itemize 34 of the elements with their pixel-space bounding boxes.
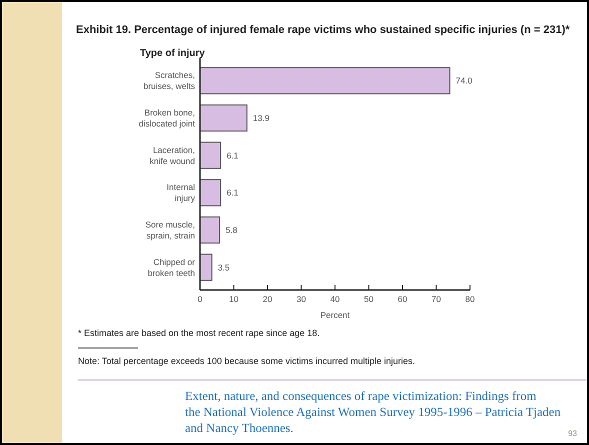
x-tick-label: 80 <box>465 294 475 304</box>
x-tick-label: 50 <box>364 294 374 304</box>
bar <box>200 254 212 281</box>
x-tick-label: 40 <box>330 294 340 304</box>
x-tick-label: 10 <box>229 294 239 304</box>
bar <box>200 104 248 132</box>
y-axis-title: Type of injury <box>140 48 206 59</box>
text: 93 <box>568 429 578 438</box>
text: Extent, nature, and consequences of rape victimization: Findings from the National Violence Against Women Survey 1995-1996 – Patricia Tjaden and Nancy Thoennes. <box>185 389 562 435</box>
x-tick-label: 20 <box>262 294 272 304</box>
y-tick-label: Sore muscle, sprain, strain <box>145 220 196 240</box>
data-label: 13.9 <box>252 113 270 123</box>
bar <box>200 216 220 244</box>
bar <box>200 179 222 206</box>
text: * Estimates are based on the most recent rape since age 18. <box>78 328 320 338</box>
x-tick-label: 0 <box>198 294 203 304</box>
y-tick-label: Scratches, bruises, welts <box>144 70 195 92</box>
x-tick-label: 70 <box>432 294 442 304</box>
data-label: 5.8 <box>226 225 238 235</box>
x-tick-label: 60 <box>398 294 408 304</box>
data-label: 6.1 <box>226 150 239 160</box>
y-tick-label: Internal injury <box>166 182 196 204</box>
y-tick-label: Laceration, knife wound <box>150 144 196 166</box>
y-tick-label: Broken bone, dislocated joint <box>138 108 196 128</box>
bar <box>200 67 450 94</box>
data-label: 3.5 <box>218 262 230 272</box>
bar <box>200 142 222 169</box>
data-label: 74.0 <box>456 76 473 86</box>
data-label: 6.1 <box>226 188 239 198</box>
chart-title: Exhibit 19. Percentage of injured female rape victims who sustained specific injuries (n = 231)* <box>76 24 570 36</box>
text: Note: Total percentage exceeds 100 because some victims incurred multiple injuries. <box>78 356 416 366</box>
x-tick-label: 30 <box>296 294 306 304</box>
x-axis-title: Percent <box>320 310 350 320</box>
y-tick-label: Chipped or broken teeth <box>148 256 196 278</box>
